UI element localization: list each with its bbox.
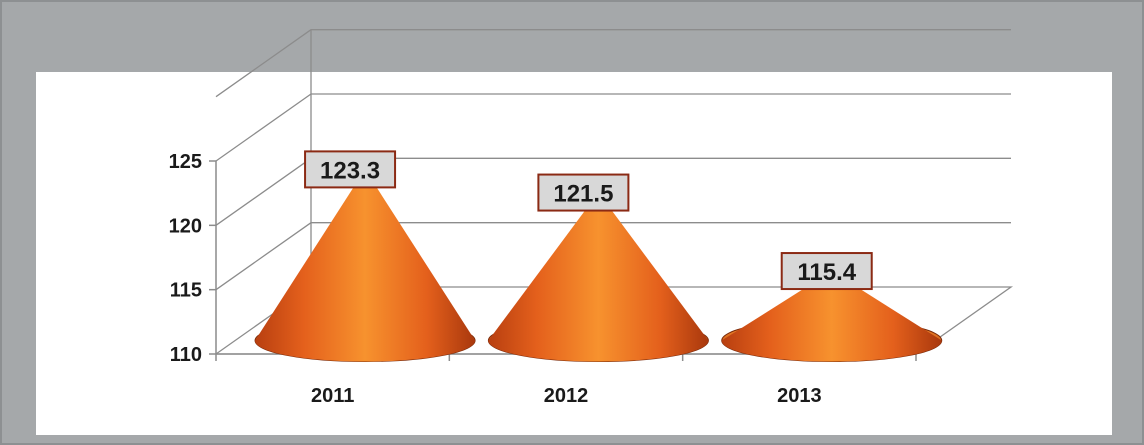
x-tick-label: 2013 bbox=[777, 385, 822, 407]
cone-body bbox=[721, 271, 942, 362]
data-label-box bbox=[780, 252, 873, 291]
cone-body bbox=[255, 169, 476, 362]
data-label: 123.3 bbox=[304, 150, 397, 189]
data-label: 115.4 bbox=[780, 252, 873, 291]
x-tick-label: 2012 bbox=[544, 385, 589, 407]
y-tick-label: 125 bbox=[169, 151, 202, 173]
data-label-text: 121.5 bbox=[553, 181, 613, 208]
cone-bar bbox=[254, 169, 476, 363]
data-label-text: 115.4 bbox=[797, 259, 856, 286]
mark-layer bbox=[254, 169, 943, 363]
gridline bbox=[215, 29, 1011, 98]
cone-body bbox=[488, 192, 709, 362]
y-tick-label: 115 bbox=[170, 280, 202, 302]
x-tick-label: 2011 bbox=[311, 385, 354, 407]
data-label: 121.5 bbox=[537, 173, 630, 212]
data-label-box bbox=[537, 173, 630, 212]
y-tick-label: 110 bbox=[170, 344, 202, 366]
data-label-text: 123.3 bbox=[320, 157, 380, 184]
data-label-box bbox=[304, 150, 397, 189]
label-layer: 2011 123.3 2012 121.5 2013 115.4 bbox=[304, 150, 873, 407]
cone-bar bbox=[487, 192, 709, 363]
cone-bar bbox=[721, 271, 943, 363]
y-tick-label: 120 bbox=[169, 215, 202, 237]
